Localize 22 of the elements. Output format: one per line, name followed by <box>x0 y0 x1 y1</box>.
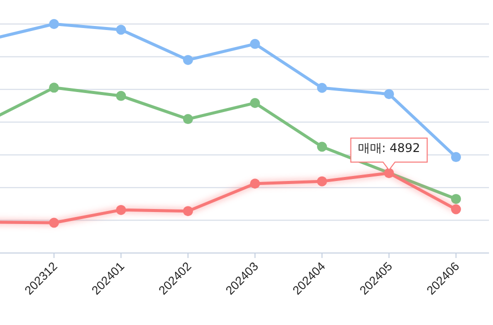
point <box>116 90 126 101</box>
point <box>49 19 59 29</box>
point <box>384 168 394 178</box>
point <box>317 176 327 186</box>
point <box>49 82 59 93</box>
point <box>250 38 260 49</box>
point <box>250 98 260 108</box>
point <box>451 194 461 204</box>
point <box>250 178 260 189</box>
point <box>49 218 59 228</box>
point <box>451 204 461 214</box>
tooltip: 매매: 4892 <box>350 138 428 171</box>
point <box>317 142 327 152</box>
point <box>183 54 193 65</box>
point <box>317 82 327 93</box>
point <box>183 114 193 124</box>
point <box>116 204 126 215</box>
point <box>384 89 394 100</box>
annotation: 매매: 4892 <box>358 141 420 156</box>
point <box>183 206 193 216</box>
point <box>116 24 126 35</box>
point <box>451 152 461 162</box>
